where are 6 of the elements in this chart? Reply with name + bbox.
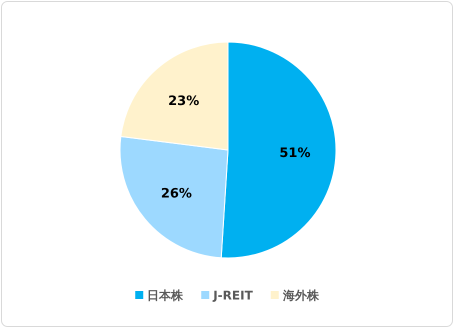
data-label: 26% xyxy=(160,186,192,202)
data-label: 51% xyxy=(279,146,310,162)
data-label: 23% xyxy=(168,94,200,109)
legend-label: J-REIT xyxy=(212,288,254,302)
legend-label: 日本株 xyxy=(147,288,184,302)
legend-label: 海外株 xyxy=(282,288,320,302)
